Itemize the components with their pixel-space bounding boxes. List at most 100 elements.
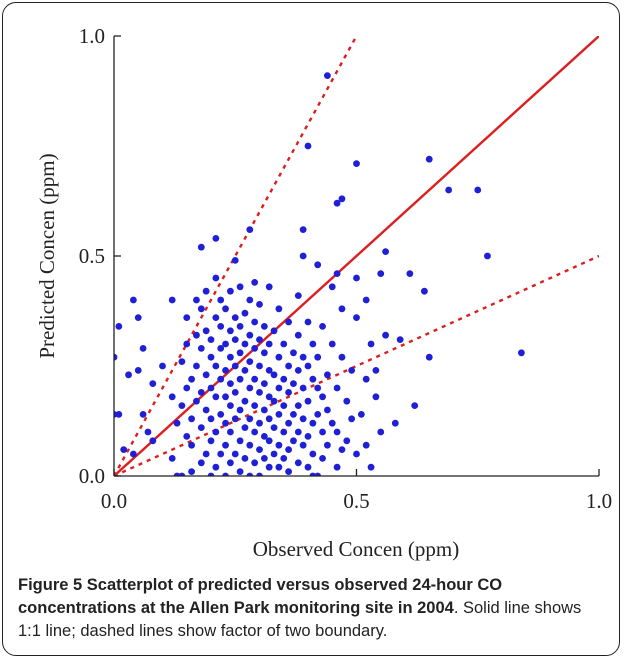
data-point (197, 305, 205, 313)
data-point (294, 292, 302, 299)
data-point (304, 318, 312, 326)
data-point (333, 199, 341, 207)
data-point (280, 402, 288, 409)
data-point (319, 428, 326, 436)
data-point (290, 411, 297, 418)
data-point (183, 314, 191, 321)
data-point (348, 415, 356, 423)
data-point (304, 433, 312, 440)
data-point (328, 340, 336, 348)
one-to-one-line (114, 36, 599, 476)
data-point (227, 402, 234, 409)
data-point (294, 367, 302, 374)
data-point (265, 340, 273, 348)
data-point (217, 375, 225, 383)
factor-of-two-line-1 (114, 36, 358, 476)
data-point (197, 459, 205, 467)
data-point (168, 455, 176, 462)
data-point (333, 384, 341, 392)
data-point (241, 424, 249, 431)
data-point (178, 472, 186, 476)
data-point (246, 472, 254, 476)
data-point (338, 353, 346, 361)
data-point (304, 362, 312, 370)
data-point (256, 336, 263, 343)
data-point (445, 186, 453, 194)
data-point (231, 450, 239, 458)
data-point (367, 340, 375, 348)
data-point (227, 287, 234, 295)
data-point (202, 327, 210, 335)
data-point (207, 336, 215, 343)
data-point (275, 353, 283, 361)
data-point (217, 345, 225, 352)
data-point (362, 441, 370, 449)
data-point (193, 362, 200, 370)
data-point (212, 235, 220, 242)
data-point (168, 393, 176, 401)
data-point (236, 375, 244, 383)
data-point (134, 367, 142, 374)
data-point (265, 283, 273, 291)
data-point (338, 446, 346, 453)
data-point (280, 455, 288, 462)
data-point (241, 397, 249, 405)
data-point (290, 437, 297, 445)
data-point (246, 296, 254, 304)
data-point (338, 305, 346, 313)
figure-caption: Figure 5 Scatterplot of predicted versus… (18, 574, 608, 643)
data-point (251, 459, 259, 467)
data-point (382, 248, 389, 256)
data-point (222, 419, 229, 427)
data-point (222, 305, 229, 313)
data-point (309, 450, 317, 458)
data-point (294, 459, 302, 467)
data-point (275, 305, 283, 313)
data-point (125, 371, 132, 379)
data-point (265, 367, 273, 374)
data-point (139, 345, 147, 352)
data-point (348, 367, 356, 374)
data-point (518, 349, 525, 357)
data-point (270, 424, 278, 431)
data-point (183, 340, 191, 348)
data-point (222, 393, 229, 401)
data-point (134, 314, 142, 321)
data-point (227, 459, 234, 467)
data-point (231, 389, 239, 396)
data-point (314, 411, 322, 418)
data-point (130, 450, 137, 458)
data-point (260, 323, 268, 330)
data-point (256, 419, 263, 427)
data-point (236, 437, 244, 445)
data-point (207, 384, 215, 392)
data-point (256, 301, 263, 308)
data-point (222, 340, 229, 348)
y-axis-title: Predicted Concen (ppm) (35, 153, 59, 358)
data-point (377, 270, 385, 277)
data-point (193, 331, 200, 339)
data-point (290, 349, 297, 357)
y-tick-label: 0.0 (79, 464, 105, 488)
data-point (241, 367, 249, 374)
data-point (159, 362, 166, 370)
data-point (197, 424, 205, 431)
data-point (324, 441, 331, 449)
data-point (299, 353, 307, 361)
data-point (304, 142, 312, 150)
data-point (231, 415, 239, 423)
data-point (217, 411, 225, 418)
data-point (304, 397, 312, 405)
data-point (294, 428, 302, 436)
data-point (324, 371, 331, 379)
data-point (227, 380, 234, 387)
data-point (319, 455, 326, 462)
data-point (270, 327, 278, 335)
data-point (309, 375, 317, 383)
scatter-chart: 0.0 0.5 1.0 0.0 0.5 1.0 Observed Concen (ppm)… (35, 24, 612, 561)
data-point (299, 415, 307, 423)
data-point (314, 384, 322, 392)
data-point (474, 186, 482, 194)
data-point (265, 415, 273, 423)
data-point (246, 358, 254, 365)
